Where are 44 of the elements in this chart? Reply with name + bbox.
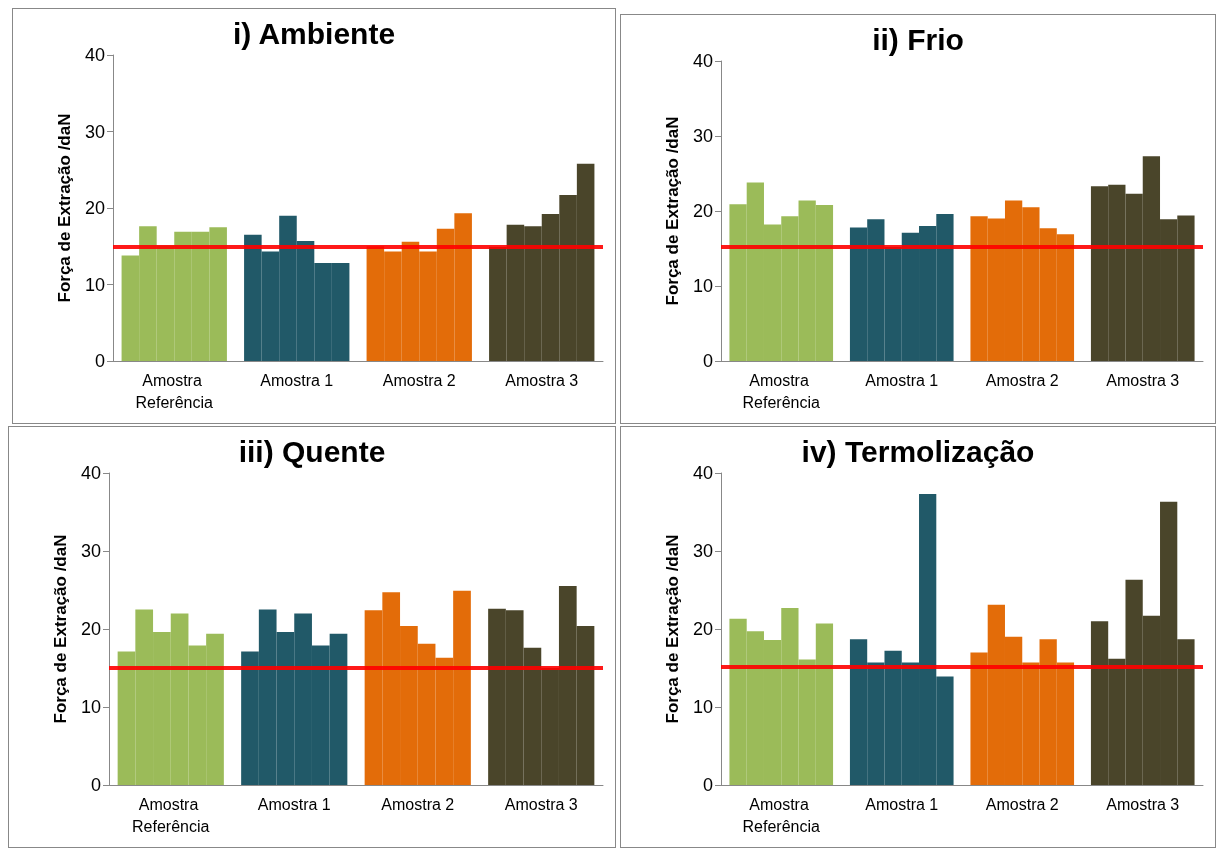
x-tick-label: Amostra 1 [260,371,334,389]
y-tick-label: 10 [80,697,101,717]
y-tick-label: 40 [84,45,105,65]
chart-title: iii) Quente [238,434,386,468]
x-tick-label: Amostra Referência [742,795,821,835]
x-tick-label: Amostra 1 [257,795,331,813]
chart-title: iv) Termolização [801,434,1035,468]
y-tick-label: 10 [84,274,105,295]
y-tick-label: 0 [90,775,101,795]
y-tick-label: 40 [692,51,713,71]
y-tick-label: 20 [80,619,101,639]
x-tick-label: Amostra 1 [865,795,939,813]
x-tick-label: Amostra 2 [985,371,1059,389]
y-tick-label: 10 [692,276,713,296]
y-axis-title: Força de Extração /daN [55,113,74,303]
x-tick-label: Amostra 2 [381,795,455,813]
chart-title: ii) Frio [872,22,964,56]
x-tick-label: Amostra 2 [382,371,456,389]
x-tick-label: Amostra 2 [985,795,1059,813]
y-tick-label: 40 [80,463,101,483]
y-tick-label: 30 [84,121,105,142]
x-tick-label: Amostra 3 [505,371,579,389]
x-tick-label: Amostra 3 [504,795,578,813]
y-tick-label: 0 [702,775,713,795]
y-tick-label: 0 [702,351,713,371]
x-tick-label: Amostra 3 [1106,795,1180,813]
chart-title: i) Ambiente [232,16,396,50]
x-tick-label: Amostra Referência [132,795,210,835]
y-axis-title: Força de Extração /daN [663,534,682,724]
x-tick-label: Amostra Referência [135,371,214,411]
y-tick-label: 20 [692,619,713,639]
y-tick-label: 30 [692,126,713,146]
y-tick-label: 30 [692,541,713,561]
y-axis-title: Força de Extração /daN [51,534,70,724]
y-tick-label: 20 [84,198,105,218]
x-tick-label: Amostra Referência [742,371,821,411]
y-tick-label: 20 [692,201,713,221]
y-axis-title: Força de Extração /daN [663,116,682,306]
y-tick-label: 30 [80,541,101,561]
x-tick-label: Amostra 1 [865,371,939,389]
x-tick-label: Amostra 3 [1106,371,1180,389]
y-tick-label: 10 [692,697,713,717]
y-tick-label: 0 [94,351,105,371]
y-tick-label: 40 [692,463,713,483]
